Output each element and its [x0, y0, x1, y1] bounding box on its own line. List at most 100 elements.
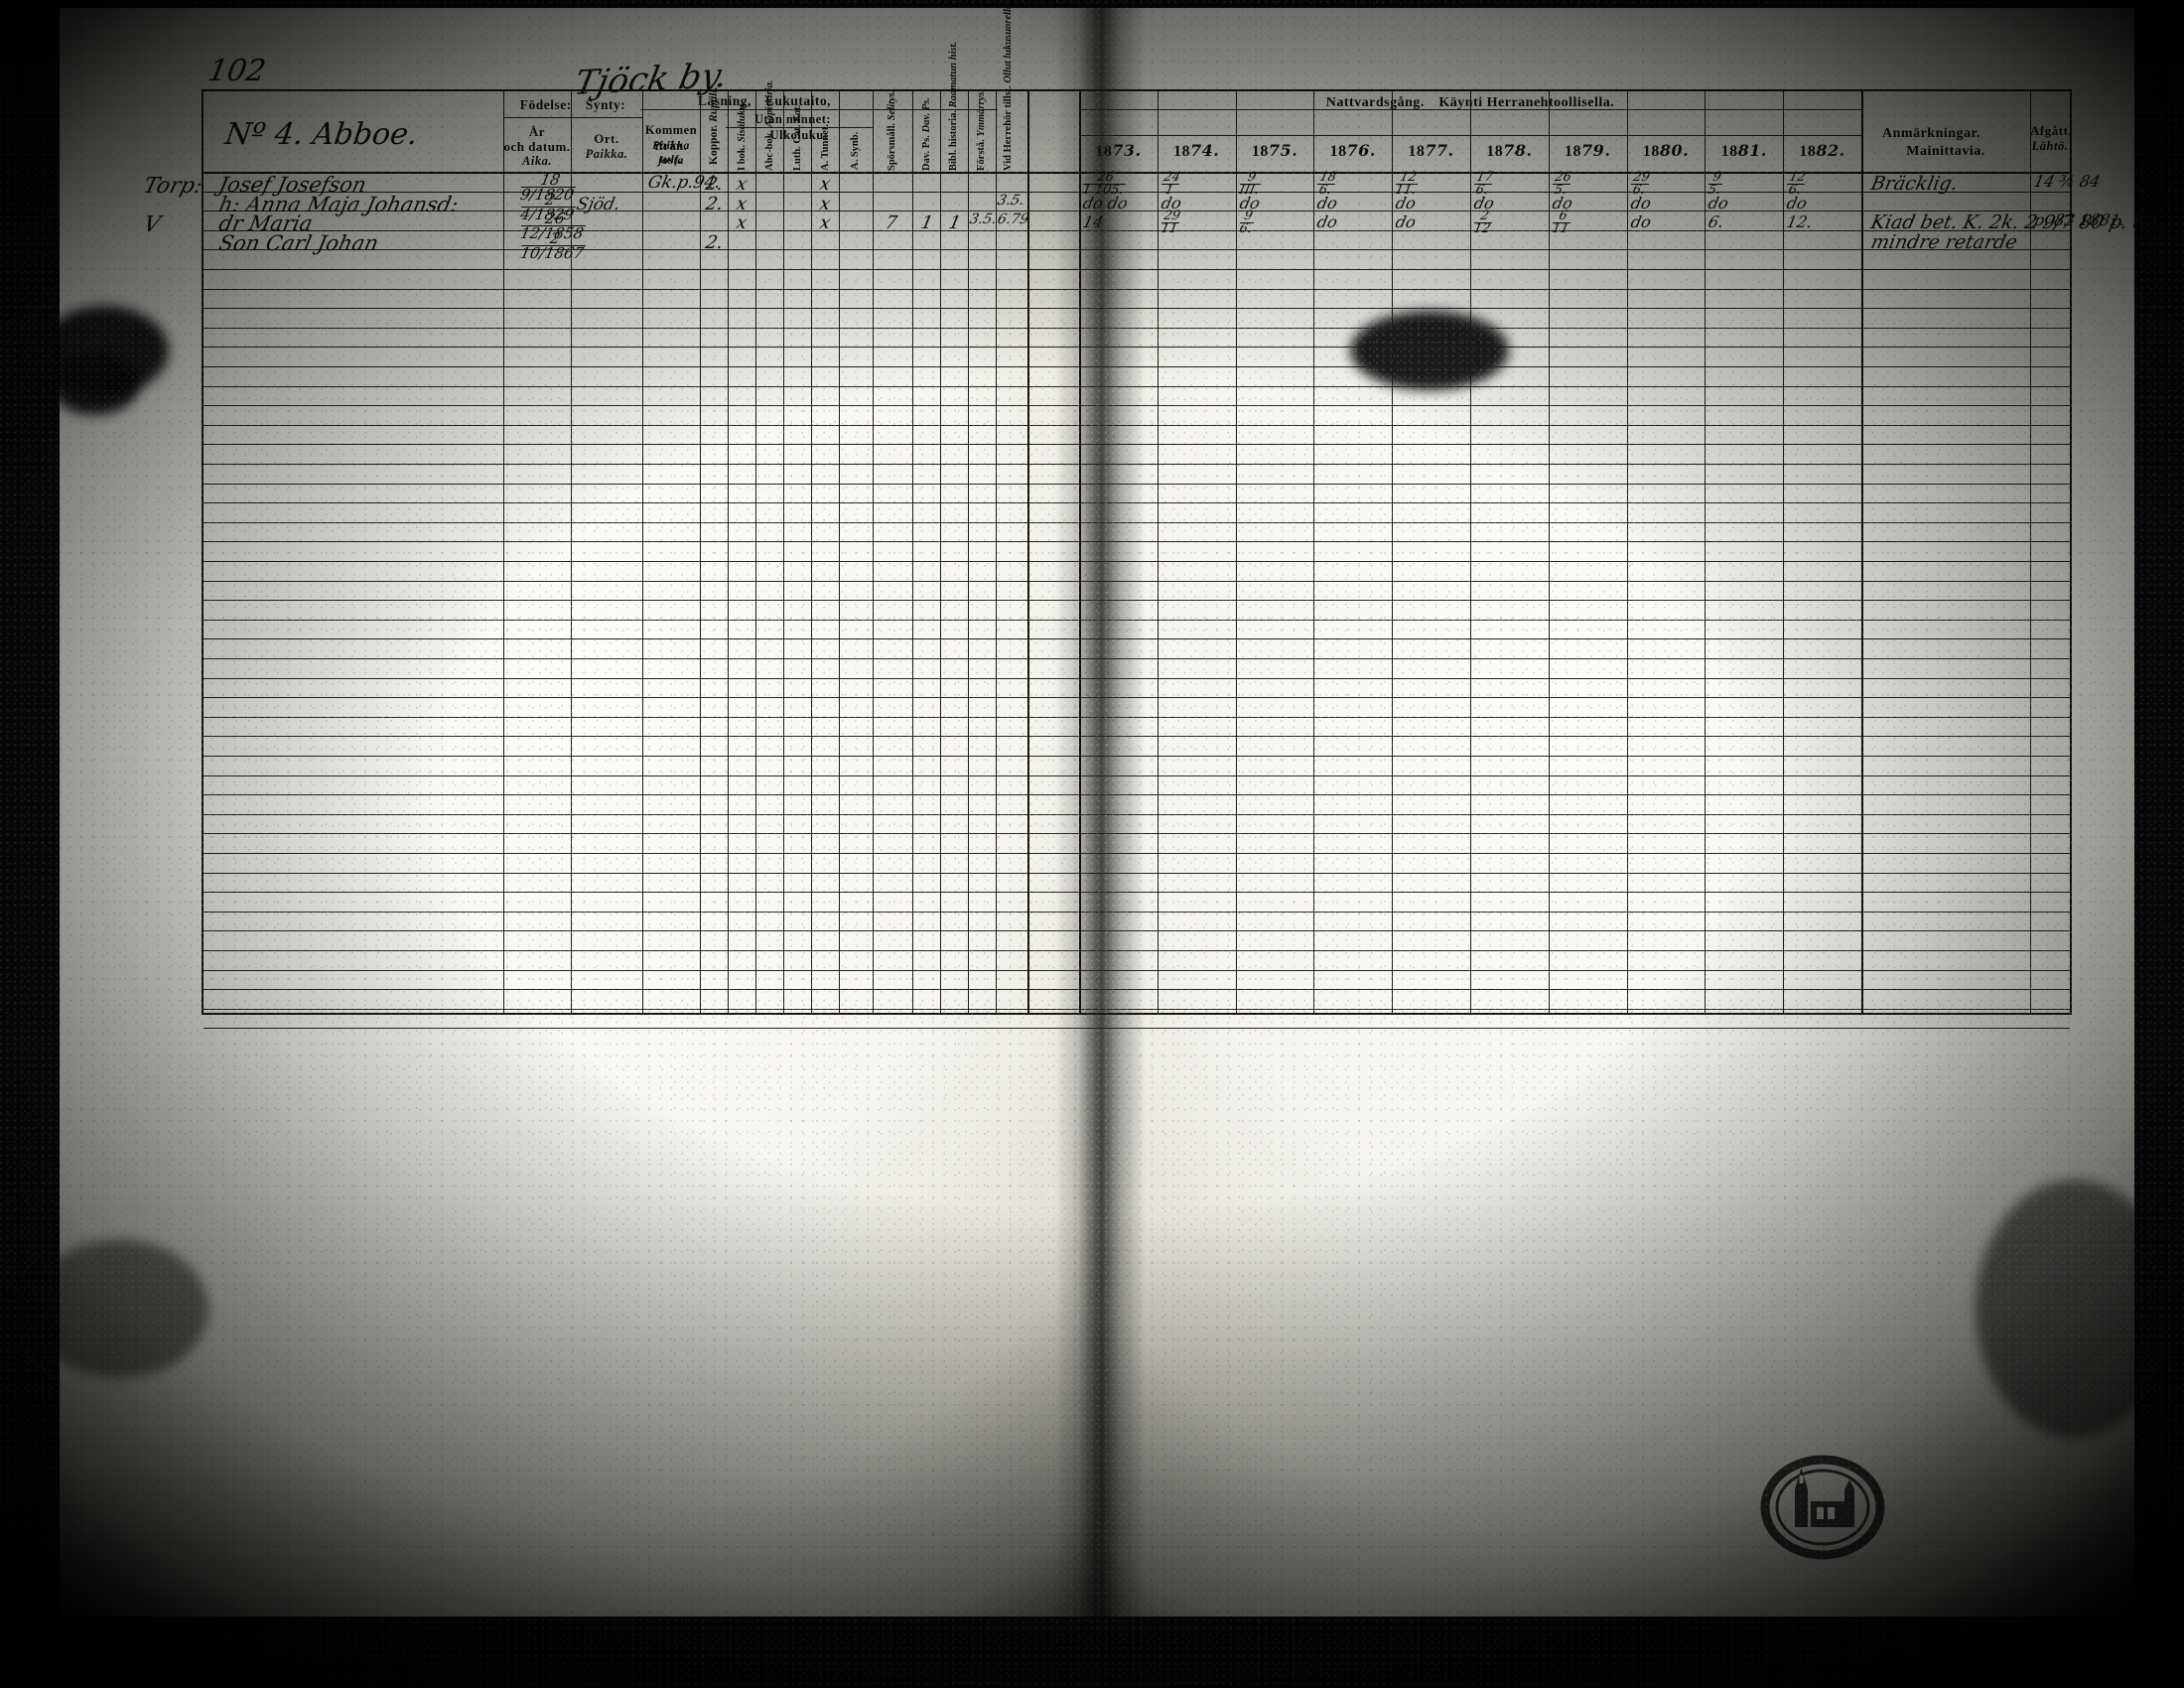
handwritten-entry: do — [1394, 193, 1419, 212]
table-row-rule — [204, 677, 2070, 679]
table-row-rule — [204, 697, 2070, 699]
relation-marginal-note: Torp: — [140, 174, 205, 199]
table-row-rule — [204, 638, 2070, 640]
column-header: och datum. — [503, 139, 571, 154]
column-header-vertical: Spörsmåll. Selitys. — [887, 89, 897, 171]
table-row-rule — [204, 327, 2070, 329]
handwritten-entry: Son Carl Johan — [216, 230, 381, 255]
table-column-rule — [728, 91, 729, 1013]
table-row-rule — [204, 1008, 2070, 1010]
table-row-rule — [204, 892, 2070, 894]
table-column-rule — [1235, 91, 1237, 1013]
column-header: Anmärkningar. Mainittavia. — [1882, 126, 2009, 159]
table-column-rule — [1392, 91, 1394, 1013]
table-column-rule — [1470, 91, 1471, 1013]
table-row-rule — [204, 794, 2070, 796]
table-column-rule — [996, 91, 997, 1013]
column-header: tulf. — [659, 152, 683, 166]
table-row-rule — [204, 464, 2070, 465]
handwritten-entry: do — [1315, 193, 1340, 212]
handwritten-entry: do — [1315, 212, 1340, 232]
table-column-rule — [1027, 91, 1029, 1013]
communion-year-header: 1875. — [1251, 141, 1298, 160]
table-column-rule — [503, 91, 504, 1013]
table-row-rule — [204, 872, 2070, 874]
column-header: Ort. — [594, 131, 619, 146]
table-row-rule — [204, 249, 2070, 251]
handwritten-entry: do — [1628, 193, 1653, 212]
handwritten-entry: 3.5. — [968, 211, 999, 228]
column-header: Nattvardsgång. Käynti Herranehtoollisell… — [1325, 95, 1615, 110]
table-row-rule — [204, 580, 2070, 582]
table-column-rule — [811, 91, 812, 1013]
table-column-rule — [1783, 91, 1785, 1013]
handwritten-entry: 3.5. — [996, 192, 1026, 209]
table-row-rule — [204, 969, 2070, 971]
table-row-rule — [204, 736, 2070, 738]
handwritten-date-fraction: 24 1 — [1160, 170, 1182, 198]
handwritten-entry: p. 83 1881. — [2031, 211, 2127, 230]
table-row-rule — [204, 716, 2070, 718]
handwritten-entry: 6.79 — [996, 211, 1030, 228]
column-header: Lähtö. — [2031, 139, 2069, 153]
edge-damage — [1976, 1180, 2174, 1438]
table-row-rule — [204, 269, 2070, 270]
column-header: Afgått. — [2030, 123, 2073, 138]
table-row-rule — [204, 385, 2070, 387]
handwritten-date-fraction: 6 11 — [1550, 209, 1573, 236]
handwritten-date-fraction: 9 5. — [1706, 170, 1726, 198]
column-header: Paikka. — [585, 147, 628, 161]
handwritten-entry: Bräcklig. — [1868, 173, 1961, 195]
table-column-rule — [1157, 91, 1159, 1013]
table-row-rule — [204, 950, 2070, 951]
table-row-rule — [204, 813, 2070, 815]
communion-year-header: 1877. — [1408, 141, 1454, 160]
table-row-rule — [503, 117, 642, 118]
handwritten-date-fraction: 2 10/1867 — [518, 229, 590, 262]
table-row-rule — [204, 347, 2070, 349]
handwritten-entry: 6. — [1706, 212, 1726, 232]
table-row-rule — [204, 911, 2070, 913]
table-row-rule — [204, 424, 2070, 426]
handwritten-entry: do — [1785, 193, 1810, 212]
table-row-rule — [204, 658, 2070, 659]
handwritten-date-fraction: 26 1 105. — [1080, 170, 1129, 198]
handwritten-date-fraction: 18 6. — [1317, 170, 1339, 198]
handwritten-entry: do — [1394, 212, 1419, 232]
table-row-rule — [204, 774, 2070, 776]
table-column-rule — [940, 91, 941, 1013]
table-row-rule — [204, 541, 2070, 543]
communion-year-header: 1879. — [1565, 141, 1611, 160]
column-header: År — [528, 124, 546, 139]
table-row-rule — [204, 930, 2070, 932]
handwritten-date-fraction: 9 III. — [1237, 170, 1264, 198]
column-header-vertical: Förstå. Ymmärrys. — [976, 89, 987, 171]
handwritten-date-fraction: 29 11 — [1159, 209, 1182, 236]
table-column-rule — [839, 91, 840, 1013]
table-row-rule — [204, 405, 2070, 407]
column-header: Födelse: Synty: — [519, 97, 626, 112]
handwritten-date-fraction: 12 6. — [1787, 170, 1809, 198]
column-header: Aika. — [522, 154, 552, 168]
edge-damage — [30, 1239, 208, 1378]
table-column-rule — [1548, 91, 1550, 1013]
communion-year-header: 1876. — [1329, 141, 1376, 160]
table-row-rule — [204, 853, 2070, 854]
table-column-rule — [968, 91, 969, 1013]
column-header: Läsning, Lukutaito, — [697, 93, 832, 108]
parish-register-table: Födelse: Synty: År och datum. Aika. Ort. Paik… — [141, 1, 2160, 1030]
table-column-rule — [755, 91, 756, 1013]
handwritten-date-fraction: 29 6. — [1630, 170, 1652, 198]
handwritten-entry: do — [1628, 212, 1653, 232]
table-row-rule — [204, 989, 2070, 991]
table-row-rule — [204, 1028, 2070, 1030]
folio-number: 102 — [205, 54, 269, 88]
handwritten-date-fraction: 17 6. — [1473, 170, 1495, 198]
communion-year-header: 1874. — [1173, 141, 1220, 160]
communion-year-header: 1878. — [1486, 141, 1533, 160]
table-row-rule — [204, 833, 2070, 835]
handwritten-entry: mindre retarde — [1868, 230, 2019, 253]
handwritten-entry: 12. — [1785, 212, 1815, 232]
edge-damage — [50, 355, 139, 415]
